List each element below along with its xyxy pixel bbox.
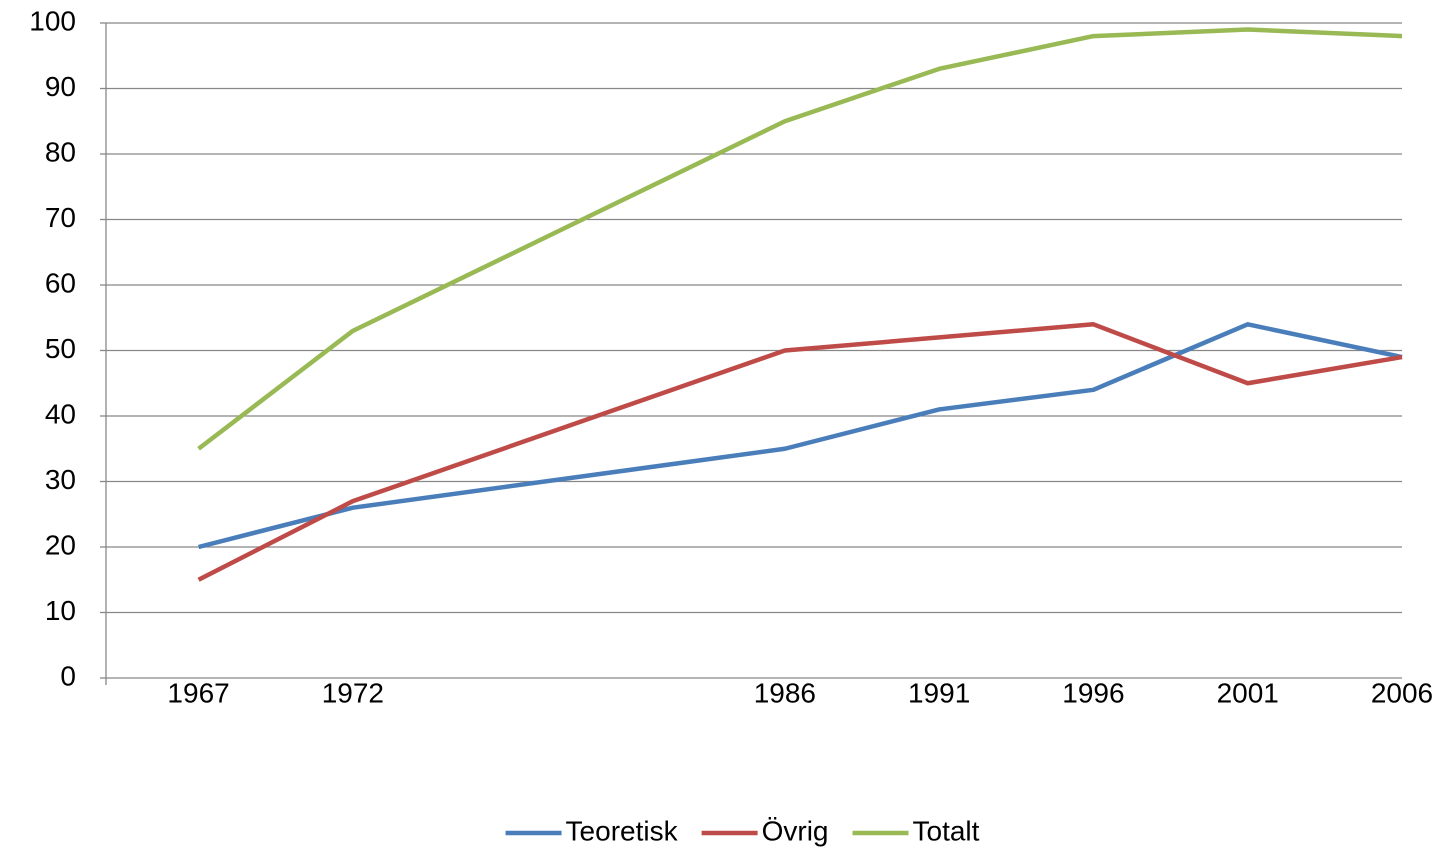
legend-label: Övrig — [762, 815, 829, 846]
y-tick-label: 10 — [45, 595, 76, 626]
y-tick-label: 50 — [45, 333, 76, 364]
y-tick-label: 80 — [45, 136, 76, 167]
y-tick-label: 70 — [45, 202, 76, 233]
y-tick-label: 30 — [45, 464, 76, 495]
x-tick-label: 1972 — [322, 677, 384, 708]
x-tick-label: 1991 — [908, 677, 970, 708]
y-tick-label: 0 — [60, 660, 76, 691]
x-tick-label: 1986 — [754, 677, 816, 708]
y-tick-label: 60 — [45, 267, 76, 298]
line-series — [198, 322, 1403, 550]
y-tick-label: 20 — [45, 529, 76, 560]
legend-label: Teoretisk — [566, 815, 679, 846]
x-tick-label: 1967 — [167, 677, 229, 708]
x-tick-label: 2006 — [1371, 677, 1433, 708]
y-tick-label: 100 — [29, 5, 76, 36]
x-tick-label: 2001 — [1217, 677, 1279, 708]
line-series — [197, 27, 1403, 451]
y-tick-label: 40 — [45, 398, 76, 429]
line-series — [197, 322, 1403, 582]
legend-label: Totalt — [913, 815, 980, 846]
y-tick-label: 90 — [45, 71, 76, 102]
x-tick-label: 1996 — [1062, 677, 1124, 708]
